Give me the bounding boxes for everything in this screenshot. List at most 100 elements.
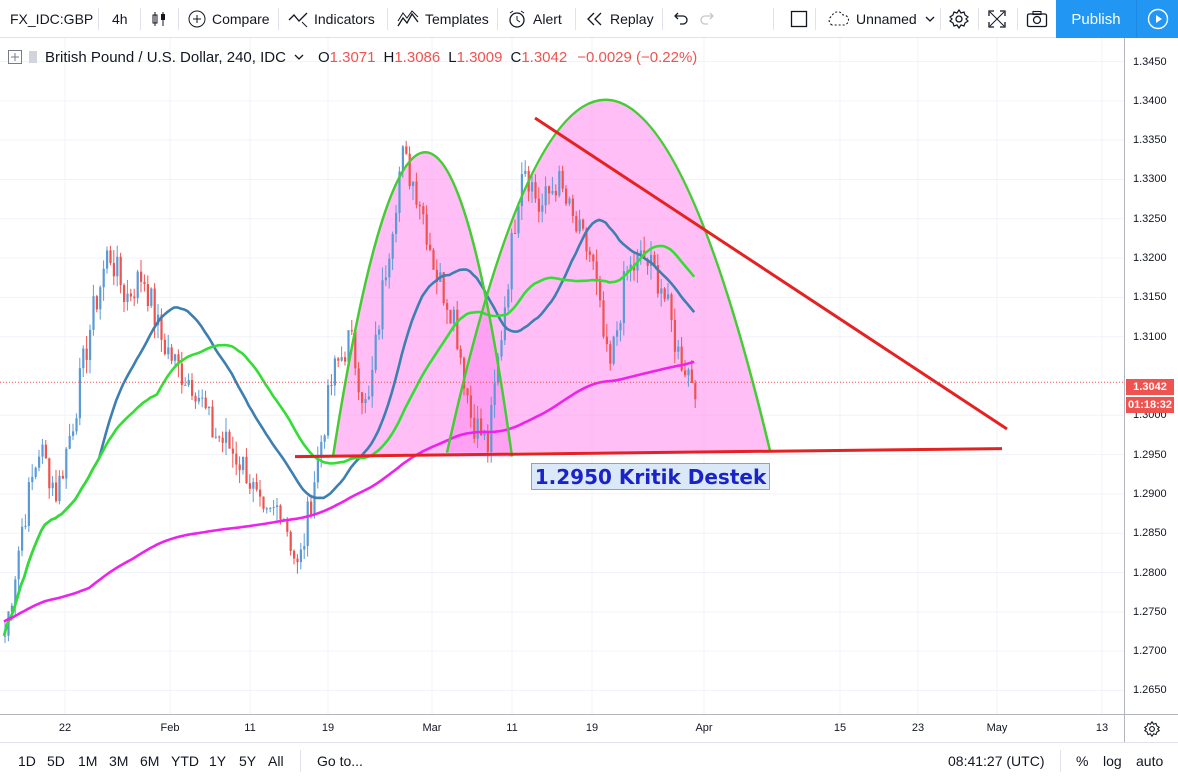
candle-body [184, 384, 187, 386]
settings-button[interactable] [949, 0, 969, 38]
support-annotation[interactable]: 1.2950 Kritik Destek [531, 463, 770, 490]
candle-body [619, 323, 622, 331]
divider [940, 8, 941, 30]
candle-body [578, 219, 581, 232]
percent-toggle[interactable]: % [1076, 743, 1088, 779]
compare-button[interactable]: Compare [188, 0, 270, 38]
candle-body [109, 250, 112, 264]
candle-body [99, 287, 102, 310]
chart-style-button[interactable] [150, 0, 168, 38]
candle-body [4, 635, 7, 637]
snapshot-button[interactable] [1026, 0, 1048, 38]
range-button[interactable]: All [268, 753, 284, 769]
utc-clock[interactable]: 08:41:27 (UTC) [948, 743, 1044, 779]
candle-body [408, 153, 411, 187]
candle-body [58, 475, 61, 502]
candle-body [259, 489, 262, 497]
candle-body [208, 406, 211, 409]
range-button[interactable]: 1Y [209, 753, 227, 769]
publish-button[interactable]: Publish [1056, 0, 1136, 38]
candle-body [95, 296, 98, 310]
price-tick-label: 1.2950 [1133, 448, 1167, 461]
open-label: O [317, 48, 330, 66]
candle-body [398, 171, 401, 213]
symbol-title[interactable]: British Pound / U.S. Dollar, 240, IDC [45, 48, 286, 66]
candle-body [592, 254, 595, 262]
expand-legend-icon[interactable] [8, 50, 22, 64]
price-chart[interactable] [0, 38, 1124, 714]
chart-grid [0, 38, 1124, 714]
range-button[interactable]: 5D [47, 753, 65, 769]
range-button[interactable]: 1D [18, 753, 36, 769]
resistance-trendline [534, 116, 1008, 431]
candle-body [663, 288, 666, 299]
candle-body [442, 272, 445, 304]
goto-button[interactable]: Go to... [317, 743, 363, 779]
candle-body [554, 190, 557, 196]
candle-body [510, 233, 513, 290]
fullscreen-button[interactable] [988, 0, 1006, 38]
templates-button[interactable]: Templates [397, 0, 489, 38]
candle-body [143, 281, 146, 285]
candle-body [412, 181, 415, 187]
indicators-button[interactable]: Indicators [288, 0, 375, 38]
candles-icon [152, 12, 165, 26]
alert-button[interactable]: Alert [507, 0, 562, 38]
divider [387, 8, 388, 30]
candle-body [435, 269, 438, 282]
high-label: H [383, 48, 395, 66]
fullscreen-select-button[interactable] [790, 0, 808, 38]
candle-body [327, 385, 330, 436]
play-circle-icon [1147, 8, 1169, 30]
play-button[interactable] [1136, 0, 1178, 38]
time-axis[interactable]: 22 Feb 11 19 Mar 11 19 Apr 15 23 May 13 [0, 714, 1124, 742]
auto-label: auto [1136, 753, 1164, 769]
interval-button[interactable]: 4h [112, 0, 128, 38]
auto-toggle[interactable]: auto [1136, 743, 1163, 779]
symbol-search[interactable]: FX_IDC:GBP [10, 0, 93, 38]
candle-body [146, 284, 149, 307]
undo-button[interactable] [672, 0, 688, 38]
flag-icon[interactable] [28, 50, 38, 64]
chevron-down-icon[interactable] [294, 54, 304, 60]
candle-body [599, 281, 602, 301]
divider [662, 8, 663, 30]
replay-button[interactable]: Replay [586, 0, 654, 38]
candle-body [541, 205, 544, 212]
candle-body [561, 170, 564, 189]
candle-body [228, 431, 231, 449]
chart-settings-corner[interactable] [1124, 714, 1178, 742]
rewind-icon [587, 12, 602, 26]
candle-body [14, 579, 17, 606]
log-label: log [1103, 753, 1122, 769]
candle-body [588, 251, 591, 255]
divider [978, 8, 979, 30]
ma-blue-line [2, 218, 696, 637]
range-button[interactable]: 1M [78, 753, 98, 769]
candle-body [150, 288, 153, 307]
layout-menu-button[interactable]: Unnamed [826, 0, 935, 38]
range-button[interactable]: 6M [140, 753, 160, 769]
redo-button[interactable] [700, 0, 716, 38]
support-annotation-label: 1.2950 Kritik Destek [534, 464, 767, 489]
range-button[interactable]: YTD [171, 753, 199, 769]
price-axis[interactable]: 1.3450 1.3400 1.3350 1.3300 1.3250 1.3200 1.31… [1124, 38, 1178, 714]
candle-body [286, 519, 289, 532]
range-button[interactable]: 3M [109, 753, 129, 769]
ma-magenta-line [3, 360, 695, 623]
candle-body [163, 339, 166, 355]
candle-body [650, 254, 653, 266]
range-button[interactable]: 5Y [239, 753, 257, 769]
price-tick-label: 1.3350 [1133, 134, 1167, 147]
log-toggle[interactable]: log [1103, 743, 1122, 779]
time-tick-label: 19 [321, 722, 335, 734]
candle-body [293, 550, 296, 559]
candle-body [197, 397, 200, 402]
candle-body [133, 296, 136, 299]
candle-body [167, 347, 170, 355]
time-tick-label: 11 [506, 722, 518, 734]
undo-icon [674, 12, 688, 25]
candle-body [92, 296, 95, 330]
head-arc [445, 98, 772, 453]
candle-body [123, 285, 126, 302]
